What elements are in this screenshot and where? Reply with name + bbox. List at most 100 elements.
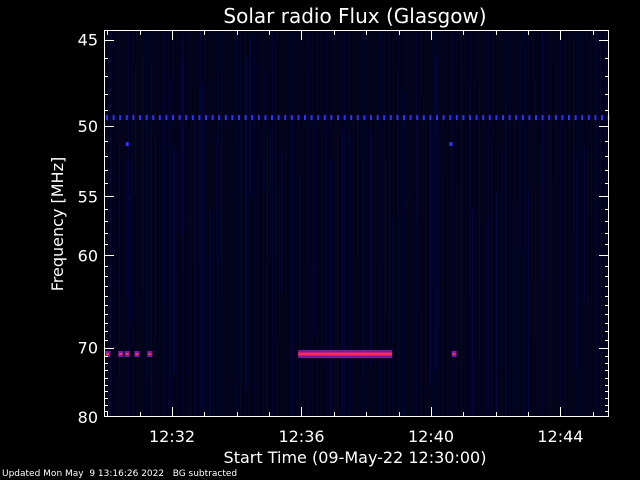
noise-stripe	[433, 110, 434, 287]
faint-dot	[125, 142, 129, 147]
noise-stripe	[377, 42, 378, 259]
noise-stripe	[520, 41, 521, 254]
noise-stripe	[322, 134, 323, 365]
dotted-line-dot	[508, 115, 511, 121]
noise-stripe	[449, 203, 450, 415]
noise-stripe	[545, 151, 546, 295]
noise-stripe	[342, 128, 343, 416]
dotted-line-dot	[495, 115, 498, 121]
noise-stripe	[350, 137, 351, 415]
dotted-line-dot	[574, 115, 577, 121]
y-tick-label: 70	[78, 339, 98, 358]
noise-stripe	[292, 119, 293, 415]
noise-stripe	[210, 211, 211, 415]
dotted-line-dot	[330, 115, 333, 121]
y-axis-label: Frequency [MHz]	[48, 157, 67, 291]
dotted-line-dot	[455, 115, 458, 121]
x-axis-ticks: 12:32 12:36 12:40 12:44	[107, 30, 594, 446]
noise-stripe	[279, 184, 280, 339]
dotted-line-dot	[389, 115, 392, 121]
burst-dot-core	[119, 353, 123, 355]
y-tick-label: 80	[78, 408, 98, 427]
dotted-line-dot	[568, 115, 570, 121]
noise-stripe	[591, 34, 592, 218]
dotted-line-dot	[515, 115, 518, 121]
dotted-line-dot	[112, 115, 115, 121]
noise-stripe	[457, 187, 458, 415]
noise-stripe	[479, 85, 480, 361]
dotted-line-dot	[224, 115, 227, 121]
burst-dot-core	[148, 353, 152, 355]
noise-stripe	[496, 191, 497, 415]
dotted-line-dot	[521, 115, 524, 121]
dotted-line-dot	[337, 115, 339, 121]
dotted-line-dot	[264, 115, 267, 121]
noise-stripe	[282, 152, 283, 293]
noise-stripe	[461, 57, 462, 371]
dotted-line-dot	[191, 115, 194, 121]
dotted-line-dot	[145, 115, 148, 121]
dotted-line-dot	[317, 115, 320, 121]
noise-stripe	[392, 217, 393, 415]
noise-stripe	[502, 150, 503, 371]
dotted-line-dot	[165, 115, 168, 121]
dotted-line-dot	[554, 115, 557, 121]
noise-stripe	[151, 64, 152, 416]
noise-stripe	[300, 170, 301, 415]
noise-stripe	[119, 146, 120, 374]
noise-stripe	[162, 100, 163, 311]
noise-stripe	[285, 124, 286, 353]
noise-stripe	[385, 159, 386, 318]
dotted-line-dot	[211, 115, 214, 121]
y-tick-label: 50	[78, 117, 98, 136]
dotted-line-dot	[548, 115, 551, 121]
dotted-line-dot	[475, 115, 478, 121]
noise-stripe	[528, 189, 529, 415]
noise-stripe	[270, 127, 271, 258]
noise-stripe	[126, 159, 127, 297]
noise-stripe	[357, 117, 358, 254]
y-axis-ticks: 45 50 55 60 70 80	[78, 31, 609, 427]
dotted-line-dot	[185, 115, 188, 121]
noise-stripe	[228, 83, 229, 415]
noise-stripe	[573, 35, 574, 236]
noise-stripe	[143, 55, 144, 292]
dotted-line-dot	[106, 115, 108, 121]
noise-stripe	[430, 120, 431, 387]
dotted-line-dot	[277, 115, 280, 121]
faint-stripes	[107, 32, 607, 416]
noise-stripe	[549, 115, 550, 414]
dotted-line-dot	[383, 115, 386, 121]
dotted-line-dot	[416, 115, 419, 121]
dotted-line-dot	[343, 115, 346, 121]
dotted-line-dot	[601, 115, 603, 121]
burst-dot-core	[452, 353, 456, 355]
noise-stripe	[491, 139, 492, 410]
dotted-line-dot	[396, 115, 399, 121]
dotted-line-dot	[376, 115, 379, 121]
x-tick-label: 12:36	[278, 427, 324, 446]
noise-stripe	[250, 36, 251, 195]
noise-stripe	[305, 46, 306, 402]
noise-stripe	[557, 64, 558, 182]
dotted-line-dot	[356, 115, 359, 121]
noise-stripe	[486, 218, 487, 415]
noise-stripe	[404, 91, 405, 416]
noise-stripe	[439, 135, 440, 328]
dotted-line-dot	[310, 115, 313, 121]
noise-stripe	[130, 162, 131, 321]
noise-stripe	[469, 85, 470, 298]
y-tick-label: 45	[78, 31, 98, 50]
noise-stripe	[275, 44, 276, 257]
burst-dot-core	[125, 353, 129, 355]
dotted-line-dot	[449, 115, 452, 121]
noise-stripe	[370, 129, 371, 366]
plot-frame	[104, 30, 609, 417]
dotted-line-dot	[271, 115, 273, 121]
dotted-line-dot	[297, 115, 300, 121]
dotted-line-dot	[205, 115, 207, 121]
dotted-line-dot	[587, 115, 590, 121]
noise-stripe	[584, 147, 585, 303]
dotted-line-dot	[363, 115, 366, 121]
dotted-line-dot	[218, 115, 221, 121]
